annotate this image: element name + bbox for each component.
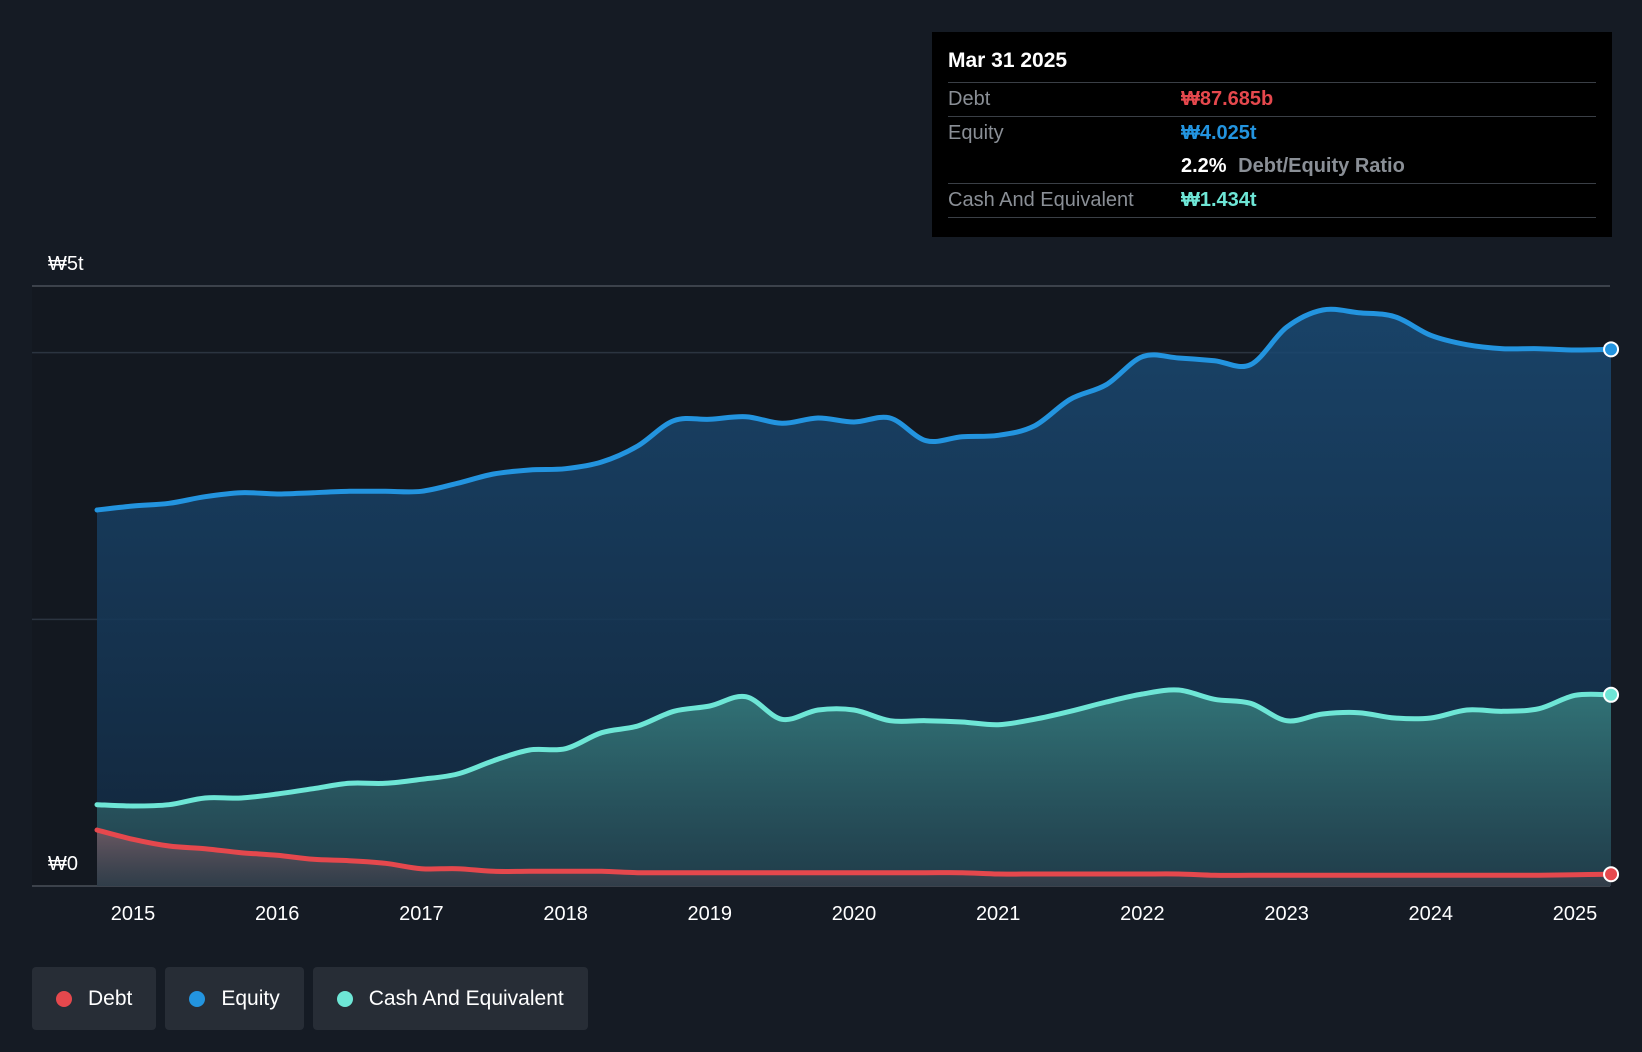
tooltip-date: Mar 31 2025: [948, 46, 1596, 83]
x-tick-label-2017: 2017: [399, 903, 444, 925]
tooltip-cash-label: Cash And Equivalent: [948, 189, 1134, 211]
legend-debt-label: Debt: [88, 986, 133, 1010]
x-tick-label-2022: 2022: [1120, 903, 1165, 925]
x-tick-label-2019: 2019: [688, 903, 733, 925]
debt-line: [94, 827, 1614, 878]
cash-dot-icon: [336, 990, 353, 1007]
x-tick-label-2018: 2018: [543, 903, 588, 925]
cash-area: [97, 689, 1611, 886]
tooltip-debt-label: Debt: [948, 88, 991, 110]
equity-end-marker: [1603, 341, 1620, 358]
x-tick-label-2023: 2023: [1264, 903, 1309, 925]
tooltip-equity-label: Equity: [948, 122, 1004, 144]
y-tick-label-bottom: ₩0: [48, 853, 78, 875]
legend-item-equity[interactable]: Equity: [165, 967, 304, 1030]
tooltip-row-cash: Cash And Equivalent ₩1.434t: [948, 184, 1596, 218]
equity-dot-icon: [189, 990, 206, 1007]
tooltip-row-equity: Equity ₩4.025t: [948, 117, 1596, 150]
cash-line: [94, 687, 1614, 809]
x-tick-label-2020: 2020: [832, 903, 877, 925]
tooltip-panel: Mar 31 2025 Debt ₩87.685b Equity ₩4.025t…: [932, 32, 1612, 237]
debt-dot-icon: [56, 990, 72, 1007]
x-tick-label-2021: 2021: [976, 903, 1021, 925]
x-tick-label-2015: 2015: [111, 903, 156, 925]
tooltip-ratio-spacer: [948, 150, 1181, 183]
chart-legend: Debt Equity Cash And Equivalent: [32, 967, 588, 1030]
debt-end-marker: [1603, 866, 1620, 883]
equity-line: [94, 306, 1614, 513]
tooltip-row-ratio: 2.2% Debt/Equity Ratio: [948, 150, 1596, 184]
tooltip-debt-value: ₩87.685b: [1181, 88, 1274, 110]
tooltip-cash-value: ₩1.434t: [1181, 189, 1257, 211]
tooltip-ratio-value: 2.2%: [1181, 155, 1227, 177]
cash-end-marker: [1603, 686, 1620, 703]
legend-item-cash[interactable]: Cash And Equivalent: [312, 967, 588, 1030]
legend-item-debt[interactable]: Debt: [32, 967, 157, 1030]
x-tick-label-2025: 2025: [1553, 903, 1598, 925]
tooltip-equity-value: ₩4.025t: [1181, 122, 1257, 144]
y-tick-label-top: ₩5t: [48, 253, 84, 275]
x-tick-label-2016: 2016: [255, 903, 300, 925]
tooltip-row-debt: Debt ₩87.685b: [948, 83, 1596, 117]
legend-equity-label: Equity: [221, 986, 280, 1010]
legend-cash-label: Cash And Equivalent: [368, 986, 564, 1010]
tooltip-ratio-label: Debt/Equity Ratio: [1238, 155, 1405, 177]
x-tick-label-2024: 2024: [1409, 903, 1454, 925]
